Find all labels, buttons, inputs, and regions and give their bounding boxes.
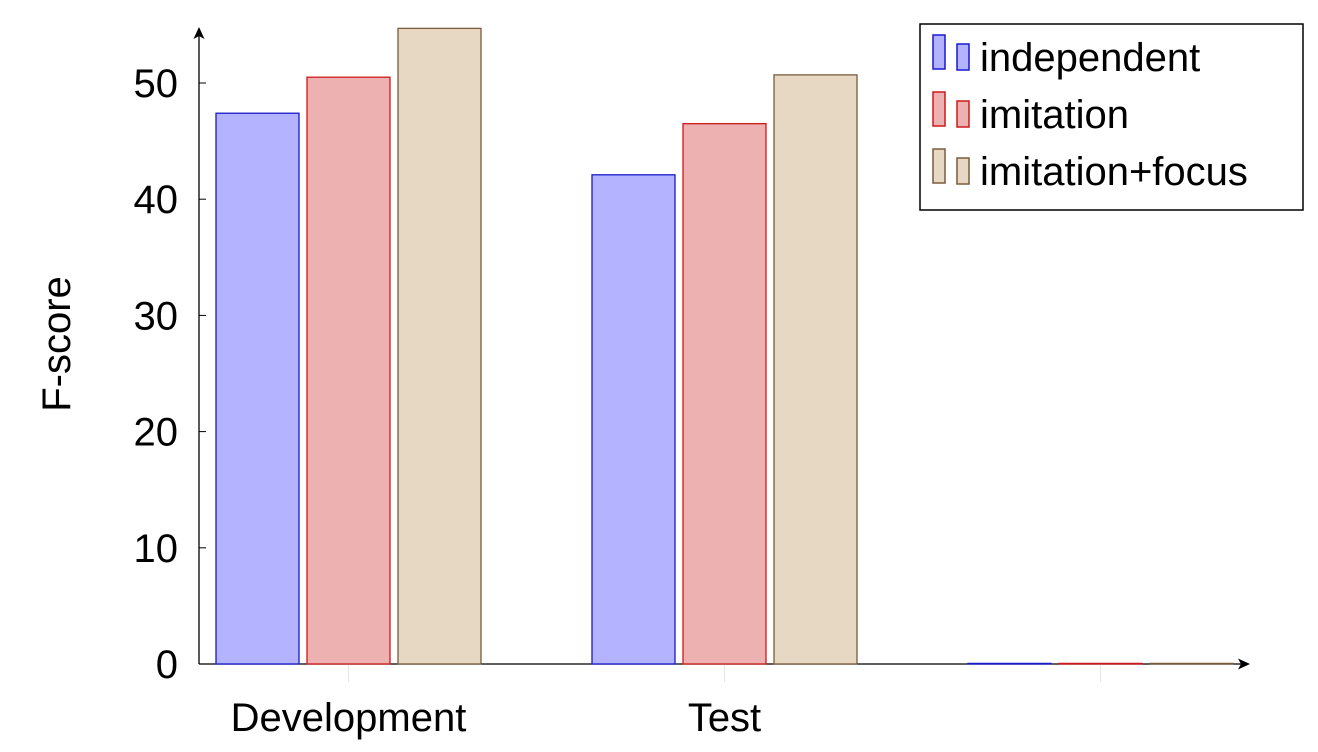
legend: independent imitation imitation+focus [919,23,1304,211]
y-tick-label: 10 [134,527,179,571]
legend-box [919,23,1304,211]
y-tick-label: 30 [134,294,179,338]
bar-independent [591,174,676,665]
legend-label: independent [980,36,1200,80]
legend-swatch [956,43,970,71]
legend-swatch [956,100,970,128]
bar-imitation [306,76,391,665]
legend-label: imitation+focus [980,150,1248,194]
legend-swatch [932,91,946,127]
bar-imitation-focus [773,74,858,665]
x-tick-label: Test [688,696,761,740]
legend-swatch [956,157,970,185]
y-axis-arrow [193,27,205,39]
y-tick-label: 0 [156,643,178,687]
legend-swatch [932,34,946,70]
x-ticks: Development Test [231,664,1101,740]
y-ticks: 0 10 20 30 40 50 [134,62,206,687]
bars [215,27,1234,665]
bar-independent [967,662,1052,665]
y-tick-label: 20 [134,411,179,455]
x-tick-label: Development [231,696,467,740]
bar-independent [215,112,300,665]
y-axis-label: F-score [35,276,79,412]
bar-imitation-focus [397,27,482,665]
legend-label: imitation [980,93,1129,137]
y-tick-label: 40 [134,178,179,222]
x-axis-arrow [1238,658,1250,670]
y-tick-label: 50 [134,62,179,106]
bar-imitation-focus [1149,662,1234,665]
bar-imitation [682,123,767,665]
legend-swatch [932,148,946,184]
bar-imitation [1058,662,1143,665]
